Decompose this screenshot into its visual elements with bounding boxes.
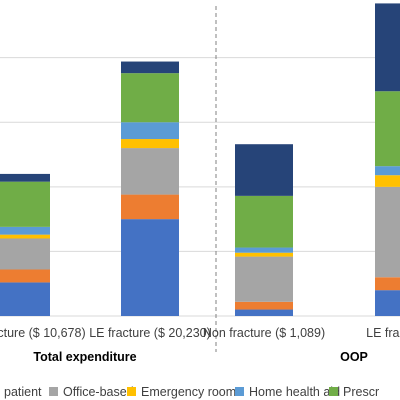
bar-segment-c3-s5 [375,91,400,167]
bar-segment-c3-s6 [375,3,400,92]
gridlines [0,57,400,317]
legend: patient Office-based Emergency room Home he… [4,385,379,399]
bar-segment-c2-s3 [235,252,293,257]
category-labels: Non fracture ($ 10,678)LE fracture ($ 20… [0,326,400,340]
bar-segment-c2-s6 [235,144,293,196]
bar-segment-c1-s3 [121,139,179,149]
group-labels: Total expenditure OOP [33,350,368,364]
bar-segment-c2-s2 [235,256,293,302]
category-label-1: LE fracture ($ 20,230) [89,326,211,340]
bar-segment-c1-s2 [121,148,179,195]
legend-label-4: Prescr [343,385,379,399]
bar-segment-c1-s4 [121,122,179,140]
bar-segment-c0-s3 [0,234,50,239]
legend-swatch-1 [49,387,58,396]
bar-segment-c3-s3 [375,175,400,187]
bar-segment-c1-s5 [121,73,179,123]
legend-swatch-4 [329,387,338,396]
bar-segment-c0-s1 [0,269,50,283]
bar-segment-c2-s4 [235,247,293,253]
legend-label-0: patient [4,385,42,399]
category-label-3: LE fracture ($ [366,326,400,340]
bar-segment-c0-s5 [0,181,50,227]
bar-segment-c3-s0 [375,290,400,316]
bar-segment-c0-s6 [0,173,50,182]
bar-segment-c2-s1 [235,301,293,310]
legend-swatch-3 [235,387,244,396]
legend-swatch-2 [127,387,136,396]
bar-segment-c1-s0 [121,219,179,316]
bar-segment-c2-s5 [235,195,293,248]
bar-segment-c3-s1 [375,277,400,291]
group-label-1: OOP [340,350,368,364]
legend-label-1: Office-based [63,385,134,399]
bar-segment-c0-s4 [0,226,50,235]
group-label-0: Total expenditure [33,350,136,364]
bar-segment-c0-s0 [0,282,50,316]
bar-segment-c0-s2 [0,238,50,270]
bar-segment-c3-s4 [375,166,400,176]
legend-label-2: Emergency room [141,385,236,399]
category-label-2: Non fracture ($ 1,089) [203,326,325,340]
bar-segment-c1-s1 [121,194,179,220]
bar-segment-c3-s2 [375,186,400,278]
category-label-0: Non fracture ($ 10,678) [0,326,86,340]
bar-segment-c2-s0 [235,309,293,316]
legend-label-3: Home health aid [249,385,340,399]
bar-segment-c1-s6 [121,61,179,74]
bars [0,3,400,316]
